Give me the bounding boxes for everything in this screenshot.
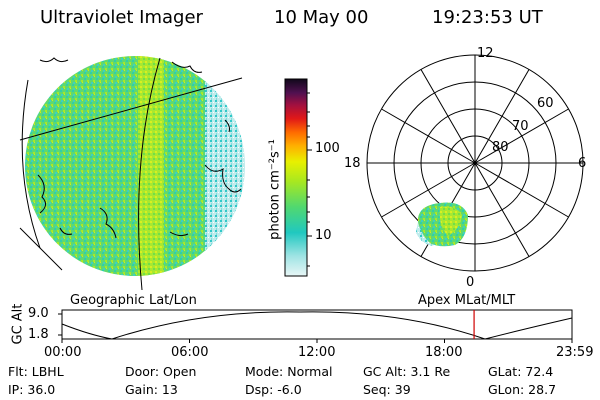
info-mode: Mode: Normal [245,364,333,379]
polar-aurora-blob [416,202,468,247]
colorbar-unit-label: photon cm⁻²s⁻¹ [267,139,283,240]
colorbar [284,78,312,277]
timeline-y-axis-title: GC Alt [10,303,26,345]
time-label: 19:23:53 UT [432,7,543,28]
polar-hour-12: 12 [477,46,494,61]
colorbar-tick-10: 10 [315,228,332,243]
info-glon: GLon: 28.7 [488,382,557,397]
polar-hour-0: 0 [466,275,475,290]
timeline-y-tick-high: 9.0 [28,306,49,321]
polar-lat-60: 60 [537,96,554,111]
timeline-x-tick-2359: 23:59 [556,345,594,360]
info-door: Door: Open [125,364,197,379]
info-flt: Flt: LBHL [8,364,64,379]
date-label: 10 May 00 [274,7,369,28]
info-gain: Gain: 13 [125,382,178,397]
polar-hour-18: 18 [344,156,361,171]
info-glat: GLat: 72.4 [488,364,554,379]
timeline-x-tick-0000: 00:00 [44,345,82,360]
polar-plot [366,54,584,272]
info-dsp: Dsp: -6.0 [245,382,302,397]
polar-lat-70: 70 [512,119,529,134]
altitude-timeline [58,309,573,343]
timeline-x-tick-1200: 12:00 [298,345,336,360]
polar-hour-6: 6 [578,156,587,171]
timeline-x-tick-0600: 06:00 [171,345,209,360]
polar-lat-80: 80 [492,140,509,155]
info-ip: IP: 36.0 [8,382,56,397]
geographic-grid [19,57,243,291]
timeline-left-label: Geographic Lat/Lon [70,293,197,308]
colorbar-tick-100: 100 [315,141,340,156]
instrument-title: Ultraviolet Imager [40,7,203,28]
info-gc-alt: GC Alt: 3.1 Re [363,364,451,379]
timeline-right-label: Apex MLat/MLT [418,293,516,308]
timeline-x-tick-1800: 18:00 [425,345,463,360]
timeline-y-tick-low: 1.8 [28,327,49,342]
info-seq: Seq: 39 [363,382,411,397]
